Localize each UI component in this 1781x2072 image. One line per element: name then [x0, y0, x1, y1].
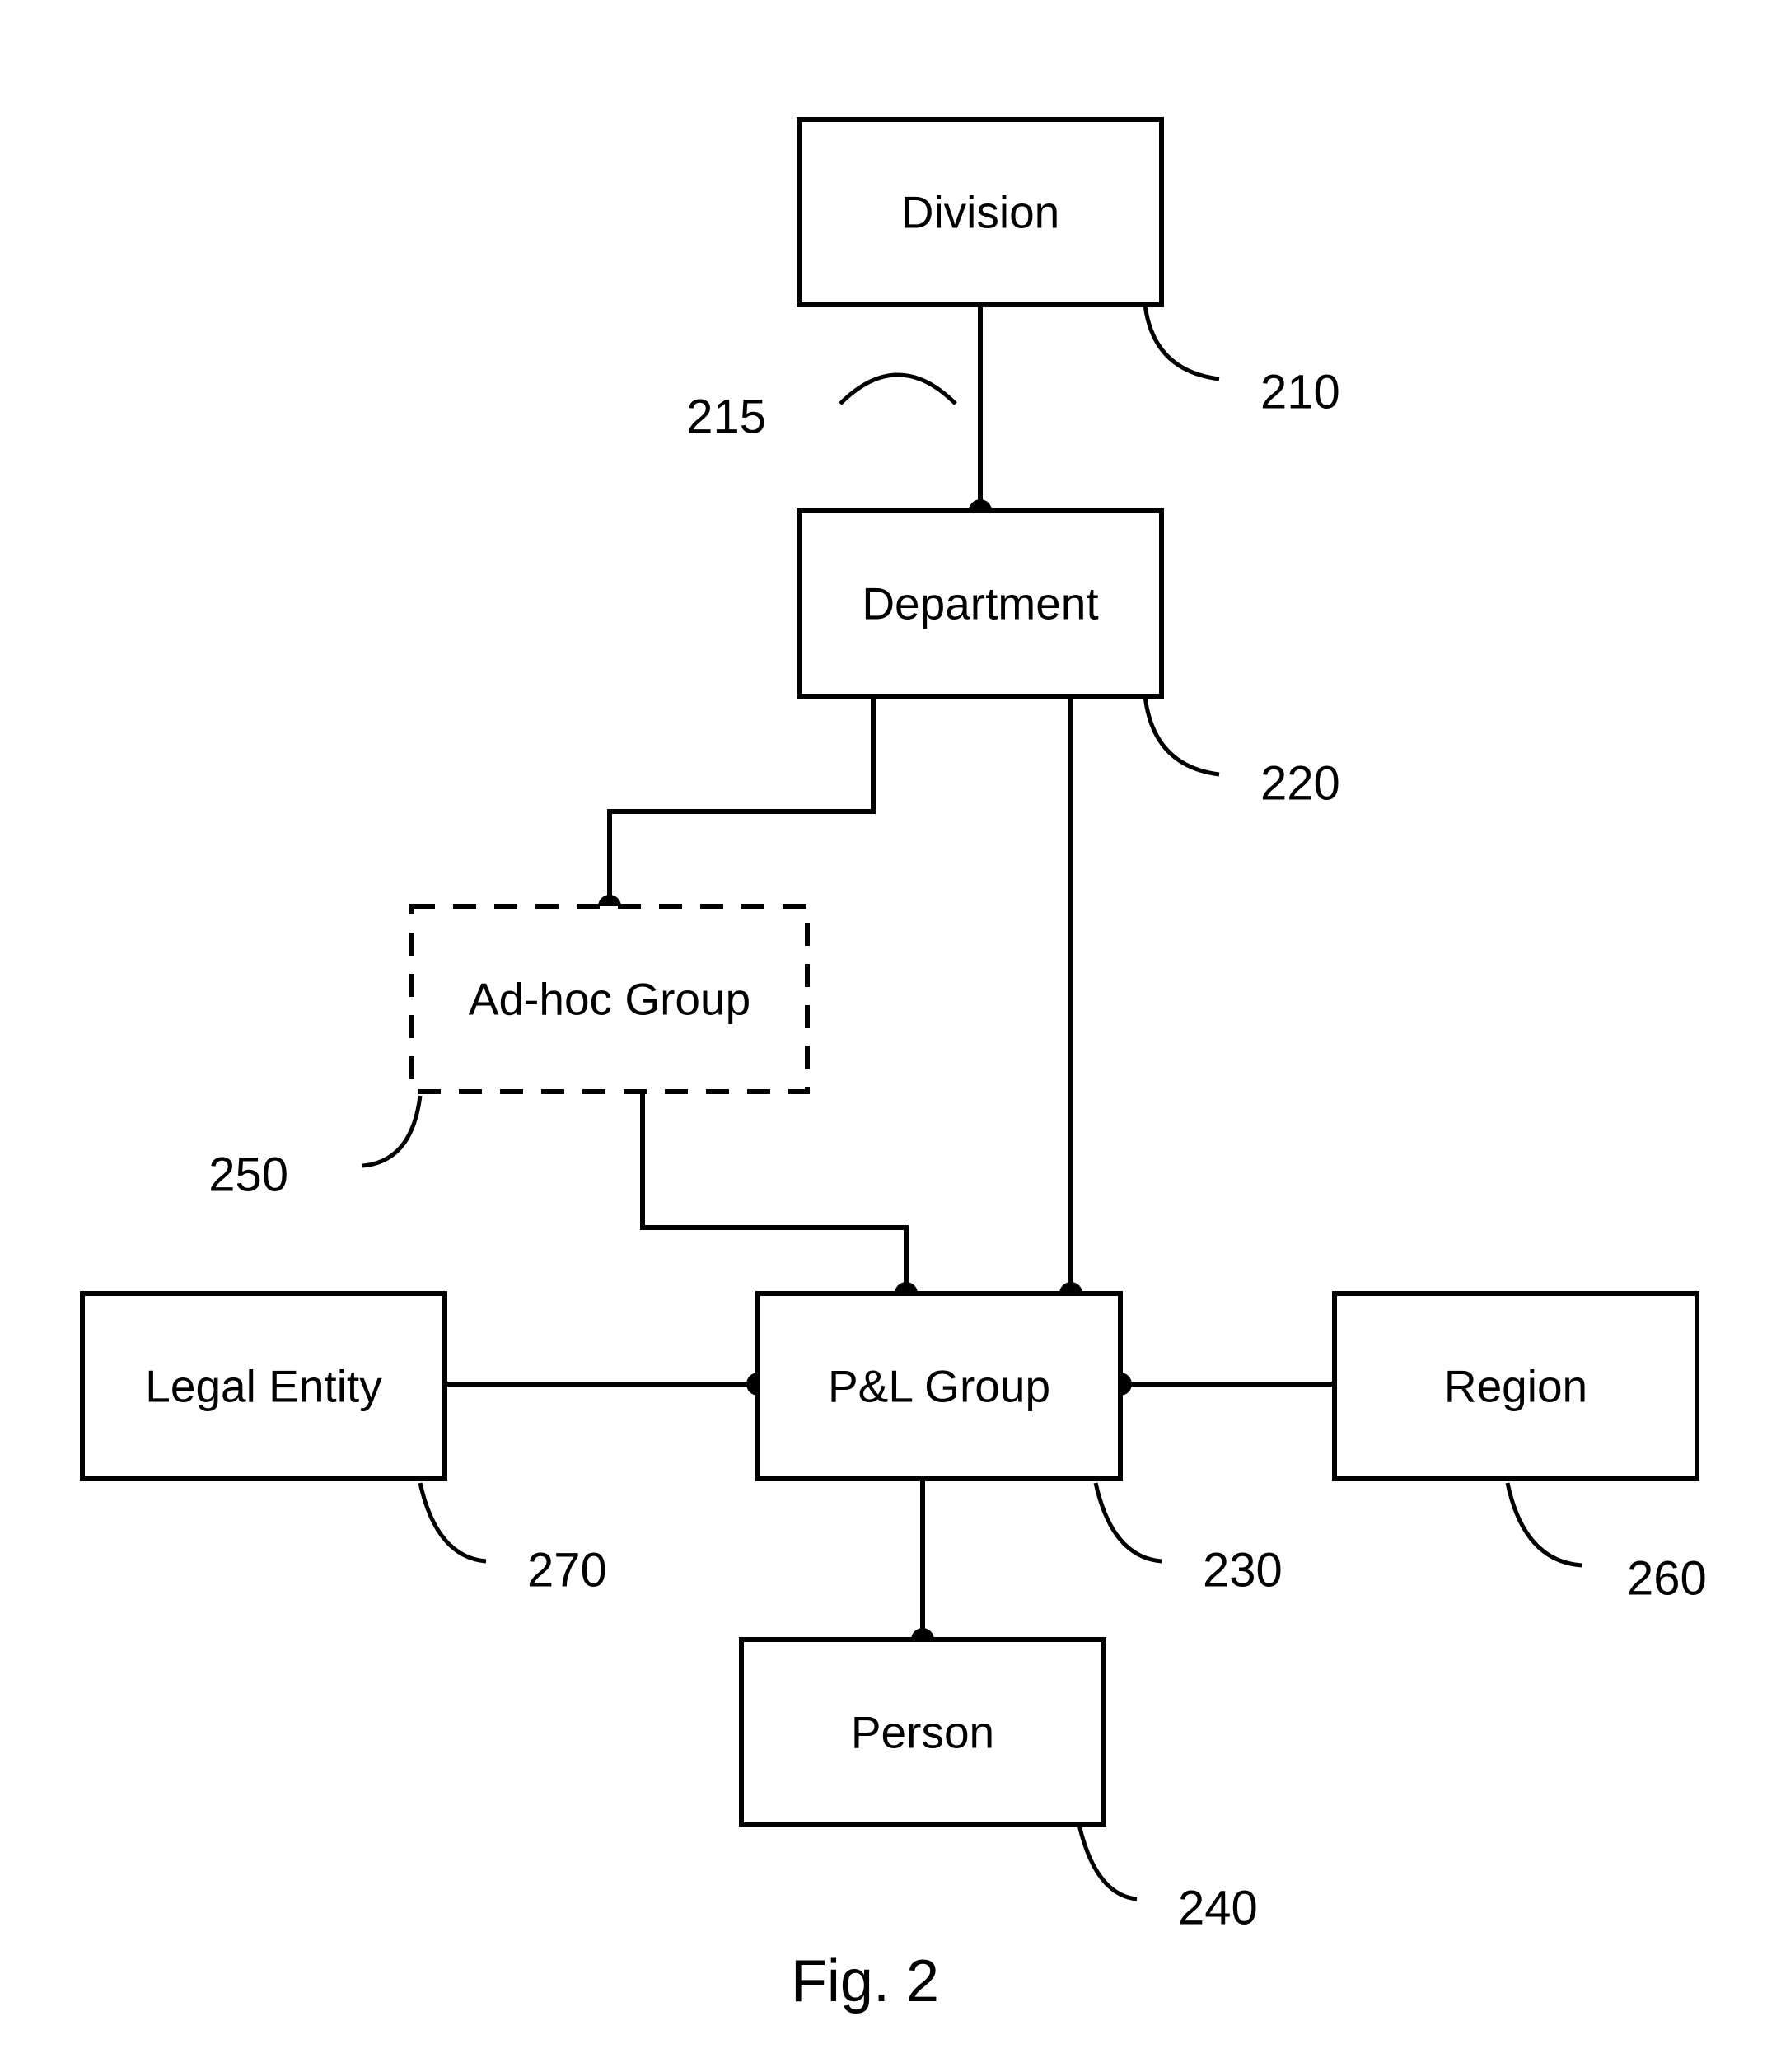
ref-number: 250	[208, 1148, 288, 1201]
ref-number: 210	[1260, 365, 1340, 419]
node-label: Department	[862, 578, 1098, 629]
diagram-canvas: 215 Division 210 Department 220 Ad-hoc Group…	[0, 0, 1781, 2072]
node-label: Person	[851, 1707, 994, 1758]
ref-number: 220	[1260, 756, 1340, 810]
node-label: Legal Entity	[145, 1361, 382, 1412]
ref-number: 260	[1627, 1551, 1707, 1605]
ref-number: 215	[686, 390, 766, 443]
ref-number: 240	[1178, 1881, 1258, 1934]
ref-number: 270	[527, 1543, 607, 1597]
ref-number: 230	[1203, 1543, 1283, 1597]
node-label: P&L Group	[828, 1361, 1050, 1412]
figure-label: Fig. 2	[791, 1948, 939, 2014]
node-label: Division	[901, 187, 1060, 238]
node-label: Region	[1444, 1361, 1587, 1412]
node-label: Ad-hoc Group	[469, 974, 750, 1025]
